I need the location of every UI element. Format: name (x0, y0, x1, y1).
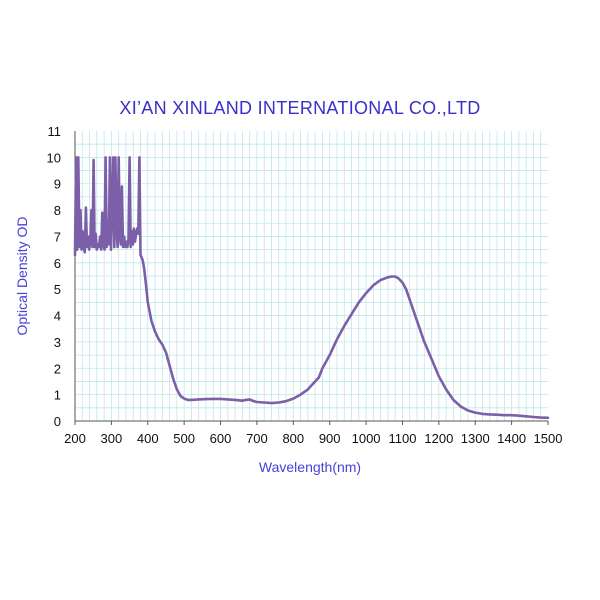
y-tick-label: 0 (54, 414, 61, 429)
y-tick-label: 6 (54, 256, 61, 271)
series-line-od (73, 156, 550, 420)
x-tick-label: 900 (319, 431, 341, 446)
x-tick-label: 800 (282, 431, 304, 446)
x-axis-ticks: 200 300 400 500 600 700 800 900 1000 1100 1200 1300… (64, 421, 562, 446)
x-tick-label: 700 (246, 431, 268, 446)
y-tick-label: 10 (47, 150, 61, 165)
x-tick-label: 1300 (461, 431, 490, 446)
y-tick-label: 3 (54, 335, 61, 350)
y-axis-ticks: 0 1 2 3 4 5 6 7 8 9 10 11 (47, 124, 61, 429)
chart-title: XI’AN XINLAND INTERNATIONAL CO.,LTD (119, 98, 480, 118)
y-tick-label: 2 (54, 361, 61, 376)
y-tick-label: 11 (48, 124, 62, 139)
x-axis-label: Wavelength(nm) (259, 459, 361, 475)
x-tick-label: 500 (173, 431, 195, 446)
x-tick-label: 1400 (497, 431, 526, 446)
x-tick-label: 400 (137, 431, 159, 446)
x-tick-label: 1200 (424, 431, 453, 446)
x-tick-label: 1000 (352, 431, 381, 446)
y-axis-label: Optical Density OD (14, 216, 30, 335)
x-tick-label: 300 (101, 431, 123, 446)
y-tick-label: 4 (54, 309, 61, 324)
y-tick-label: 5 (54, 282, 61, 297)
x-tick-label: 1500 (534, 431, 563, 446)
x-tick-label: 1100 (388, 431, 416, 446)
y-tick-label: 1 (54, 388, 61, 403)
y-tick-label: 7 (54, 229, 61, 244)
x-tick-label: 600 (210, 431, 232, 446)
x-tick-label: 200 (64, 431, 86, 446)
y-tick-label: 9 (54, 177, 61, 192)
y-tick-label: 8 (54, 203, 61, 218)
